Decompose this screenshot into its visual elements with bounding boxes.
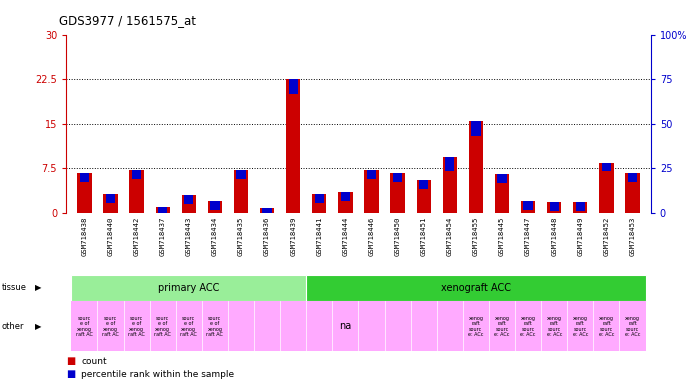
Text: count: count <box>81 357 107 366</box>
Bar <box>573 202 587 213</box>
Text: GSM718440: GSM718440 <box>107 216 113 256</box>
Text: ■: ■ <box>66 369 75 379</box>
Bar <box>106 194 115 203</box>
Bar <box>364 170 379 213</box>
Text: GSM718439: GSM718439 <box>290 216 296 256</box>
Bar <box>289 79 298 94</box>
Text: ▶: ▶ <box>35 322 41 331</box>
Text: xenog
raft
sourc
e: ACc: xenog raft sourc e: ACc <box>573 316 588 337</box>
Text: sourc
e of
xenog
raft AC: sourc e of xenog raft AC <box>76 316 93 337</box>
Bar <box>182 195 196 213</box>
Text: GSM718445: GSM718445 <box>499 216 505 256</box>
Text: primary ACC: primary ACC <box>158 283 219 293</box>
Bar <box>445 157 454 171</box>
Text: sourc
e of
xenog
raft AC: sourc e of xenog raft AC <box>207 316 223 337</box>
Bar <box>237 170 246 179</box>
Text: percentile rank within the sample: percentile rank within the sample <box>81 370 235 379</box>
Bar <box>184 195 193 204</box>
Text: xenog
raft
sourc
e: ACc: xenog raft sourc e: ACc <box>521 316 536 337</box>
Bar <box>234 170 248 213</box>
Bar <box>602 162 611 171</box>
Text: GSM718448: GSM718448 <box>551 216 557 256</box>
Text: GSM718442: GSM718442 <box>134 216 140 256</box>
Bar <box>521 201 535 213</box>
Bar <box>550 202 559 211</box>
Text: ■: ■ <box>66 356 75 366</box>
Text: GSM718455: GSM718455 <box>473 216 479 256</box>
Text: GSM718454: GSM718454 <box>447 216 453 256</box>
Text: sourc
e of
xenog
raft AC: sourc e of xenog raft AC <box>180 316 197 337</box>
Text: GSM718438: GSM718438 <box>81 216 88 256</box>
Bar <box>547 202 562 213</box>
Bar <box>260 209 274 213</box>
Bar <box>286 79 301 213</box>
Text: GSM718451: GSM718451 <box>420 216 427 256</box>
Text: xenog
raft
sourc
e: ACc: xenog raft sourc e: ACc <box>494 316 509 337</box>
Bar <box>77 173 92 213</box>
Bar <box>471 121 480 136</box>
Bar <box>468 121 483 213</box>
Bar <box>416 180 431 213</box>
Text: xenog
raft
sourc
e: ACc: xenog raft sourc e: ACc <box>546 316 562 337</box>
Text: xenog
raft
sourc
e: ACc: xenog raft sourc e: ACc <box>468 316 484 337</box>
Text: GDS3977 / 1561575_at: GDS3977 / 1561575_at <box>59 14 196 27</box>
Text: GSM718437: GSM718437 <box>159 216 166 256</box>
Bar <box>207 201 222 213</box>
Bar <box>158 207 167 215</box>
Text: sourc
e of
xenog
raft AC: sourc e of xenog raft AC <box>155 316 171 337</box>
Text: GSM718447: GSM718447 <box>525 216 531 256</box>
Text: GSM718434: GSM718434 <box>212 216 218 256</box>
Bar <box>72 275 306 301</box>
Bar <box>315 194 324 203</box>
Bar <box>495 174 509 213</box>
Text: GSM718446: GSM718446 <box>368 216 374 256</box>
Text: GSM718449: GSM718449 <box>577 216 583 256</box>
Text: GSM718435: GSM718435 <box>238 216 244 256</box>
Bar <box>312 194 326 213</box>
Bar <box>628 173 637 182</box>
Bar <box>625 173 640 213</box>
Bar <box>262 209 271 217</box>
Bar <box>523 201 532 210</box>
Text: GSM718452: GSM718452 <box>603 216 610 256</box>
Text: GSM718441: GSM718441 <box>316 216 322 256</box>
Text: GSM718436: GSM718436 <box>264 216 270 256</box>
Bar <box>367 170 376 179</box>
Bar <box>419 180 428 189</box>
Bar <box>155 207 170 213</box>
Bar <box>393 173 402 182</box>
Text: na: na <box>339 321 351 331</box>
Text: other: other <box>1 322 24 331</box>
Text: xenog
raft
sourc
e: ACc: xenog raft sourc e: ACc <box>625 316 640 337</box>
Bar <box>341 192 350 201</box>
Bar <box>498 174 507 184</box>
Bar <box>103 194 118 213</box>
Bar <box>599 162 614 213</box>
Text: sourc
e of
xenog
raft AC: sourc e of xenog raft AC <box>128 316 145 337</box>
Text: GSM718450: GSM718450 <box>395 216 401 256</box>
Text: xenograft ACC: xenograft ACC <box>441 283 511 293</box>
Text: xenog
raft
sourc
e: ACc: xenog raft sourc e: ACc <box>599 316 614 337</box>
Bar <box>210 201 219 210</box>
Text: GSM718444: GSM718444 <box>342 216 349 256</box>
Bar <box>80 173 89 182</box>
Bar <box>576 202 585 211</box>
Bar <box>306 275 645 301</box>
Bar <box>338 192 353 213</box>
Text: sourc
e of
xenog
raft AC: sourc e of xenog raft AC <box>102 316 119 337</box>
Bar <box>443 157 457 213</box>
Text: GSM718453: GSM718453 <box>629 216 635 256</box>
Text: ▶: ▶ <box>35 283 41 293</box>
Text: GSM718443: GSM718443 <box>186 216 192 256</box>
Bar <box>390 173 405 213</box>
Bar <box>132 170 141 179</box>
Bar <box>129 170 144 213</box>
Text: tissue: tissue <box>1 283 26 293</box>
